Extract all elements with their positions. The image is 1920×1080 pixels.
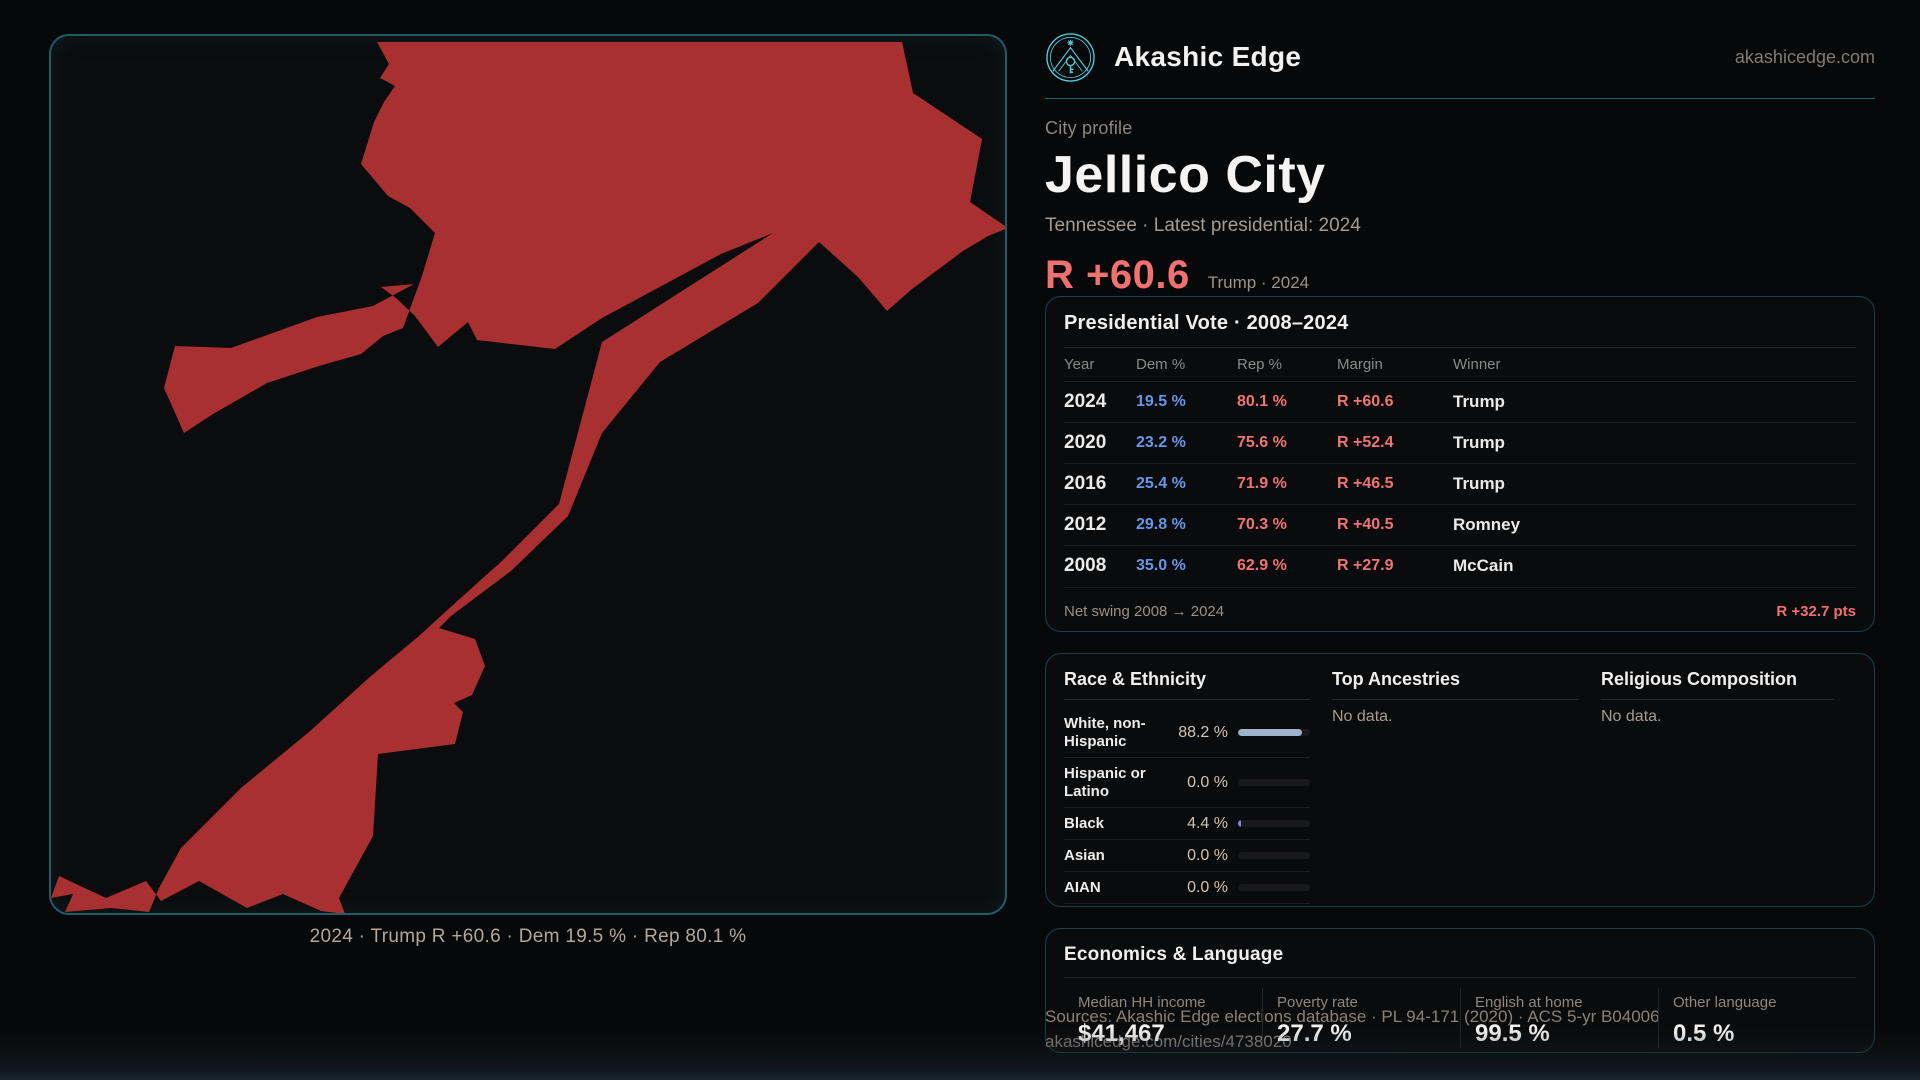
demographics-panel: Race & Ethnicity White, non-Hispanic 88.… xyxy=(1045,653,1875,907)
bottom-glow xyxy=(0,1028,1920,1080)
app-header: Akashic Edge akashicedge.com xyxy=(1045,28,1875,86)
margin-headline: R +60.6 xyxy=(1045,253,1190,297)
table-row[interactable]: 2016 25.4 % 71.9 % R +46.5 Trump xyxy=(1064,463,1856,504)
city-boundary-map[interactable] xyxy=(49,34,1007,915)
vote-table-header: Year Dem % Rep % Margin Winner xyxy=(1064,348,1856,381)
col-margin: Margin xyxy=(1337,356,1383,373)
akashic-edge-logo-icon xyxy=(1046,32,1095,82)
list-item: Asian 0.0 % xyxy=(1064,840,1310,872)
list-item: Black 4.4 % xyxy=(1064,808,1310,840)
table-row[interactable]: 2008 35.0 % 62.9 % R +27.9 McCain xyxy=(1064,545,1856,586)
race-bar xyxy=(1238,852,1310,859)
list-item: AIAN 0.0 % xyxy=(1064,872,1310,904)
brand-domain-link[interactable]: akashicedge.com xyxy=(1734,46,1875,67)
net-swing-value: R +32.7 pts xyxy=(1776,603,1856,620)
page-kicker: City profile xyxy=(1045,118,1133,138)
map-canvas xyxy=(51,42,1005,913)
race-bar xyxy=(1238,729,1310,736)
religious-composition-section: Religious Composition No data. xyxy=(1601,669,1856,904)
map-caption: 2024 · Trump R +60.6 · Dem 19.5 % · Rep … xyxy=(309,926,747,947)
race-bar xyxy=(1238,779,1310,786)
economics-panel-title: Economics & Language xyxy=(1064,944,1284,965)
col-dem: Dem % xyxy=(1136,356,1186,373)
brand-name: Akashic Edge xyxy=(1114,41,1302,72)
page-subtitle: Tennessee · Latest presidential: 2024 xyxy=(1045,215,1361,236)
col-year: Year xyxy=(1064,356,1095,373)
ancestries-section-title: Top Ancestries xyxy=(1332,669,1461,689)
net-swing-label: Net swing 2008 → 2024 xyxy=(1064,603,1225,620)
religion-empty-state: No data. xyxy=(1601,708,1662,725)
vote-panel-title: Presidential Vote · 2008–2024 xyxy=(1064,312,1349,334)
race-section-title: Race & Ethnicity xyxy=(1064,669,1207,689)
race-ethnicity-section: Race & Ethnicity White, non-Hispanic 88.… xyxy=(1064,669,1332,904)
margin-context: Trump · 2024 xyxy=(1207,273,1310,292)
sources-line: Sources: Akashic Edge elections database… xyxy=(1045,1007,1660,1026)
list-item: White, non-Hispanic 88.2 % xyxy=(1064,708,1310,758)
table-row[interactable]: 2024 19.5 % 80.1 % R +60.6 Trump xyxy=(1064,381,1856,422)
table-row[interactable]: 2020 23.2 % 75.6 % R +52.4 Trump xyxy=(1064,422,1856,463)
list-item: Hispanic or Latino 0.0 % xyxy=(1064,758,1310,808)
top-ancestries-section: Top Ancestries No data. xyxy=(1332,669,1601,904)
header-divider xyxy=(1045,98,1875,99)
col-rep: Rep % xyxy=(1237,356,1283,373)
table-row[interactable]: 2012 29.8 % 70.3 % R +40.5 Romney xyxy=(1064,504,1856,545)
religion-section-title: Religious Composition xyxy=(1601,669,1797,689)
race-bar xyxy=(1238,884,1310,891)
presidential-vote-panel: Presidential Vote · 2008–2024 Year Dem %… xyxy=(1045,296,1875,632)
race-bar xyxy=(1238,820,1310,827)
ancestries-empty-state: No data. xyxy=(1332,708,1393,725)
city-boundary-shape xyxy=(51,42,1005,913)
net-swing-row: Net swing 2008 → 2024 R +32.7 pts xyxy=(1064,587,1856,635)
col-winner: Winner xyxy=(1453,356,1501,373)
page-title: Jellico City xyxy=(1045,146,1326,204)
